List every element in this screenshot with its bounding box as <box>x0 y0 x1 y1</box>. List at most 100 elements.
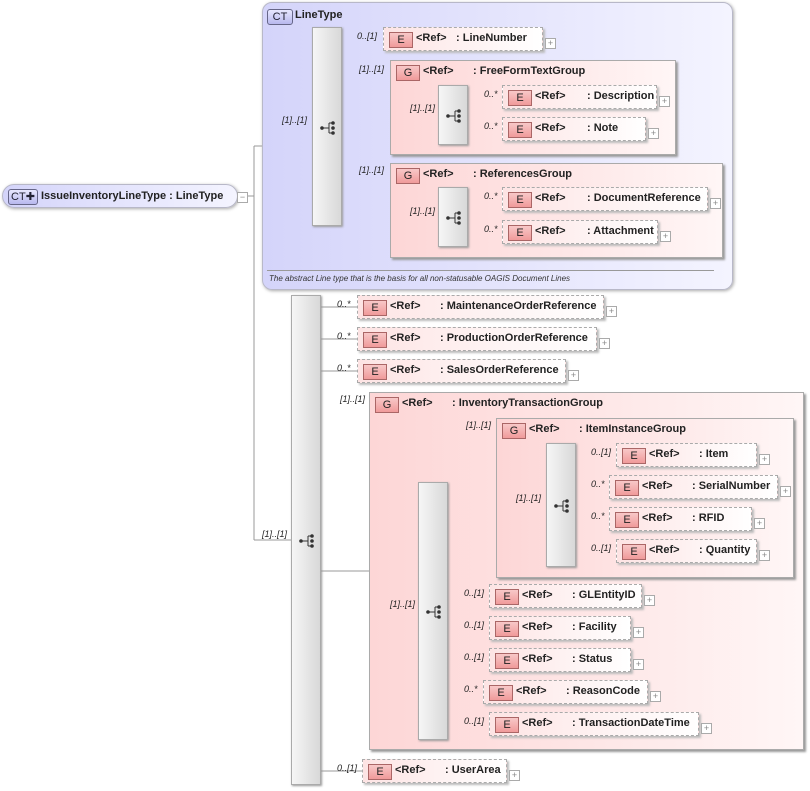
sequence-compositor[interactable] <box>418 482 448 740</box>
element-rfid[interactable]: E <Ref> : RFID <box>609 507 752 531</box>
cardinality-label: [1]..[1] <box>262 529 288 539</box>
element-badge: E <box>615 512 639 528</box>
element-badge: E <box>615 480 639 496</box>
element-badge: E <box>508 122 532 138</box>
sequence-icon <box>554 499 569 513</box>
element-badge: E <box>508 90 532 106</box>
element-name: : Description <box>587 90 655 102</box>
expand-icon[interactable]: + <box>754 518 765 529</box>
ref-label: <Ref> <box>642 512 673 524</box>
cardinality-label: 0..[1] <box>464 716 485 726</box>
element-name: : ProductionOrderReference <box>440 332 588 344</box>
expand-icon[interactable]: + <box>650 691 661 702</box>
ref-label: <Ref> <box>535 192 566 204</box>
element-productionorderreference[interactable]: E <Ref>: ProductionOrderReference <box>357 327 597 351</box>
collapse-toggle-icon[interactable]: − <box>237 192 248 203</box>
element-name: : Quantity <box>699 544 751 556</box>
sequence-compositor[interactable] <box>546 443 576 567</box>
element-facility[interactable]: E <Ref>: Facility <box>489 616 631 640</box>
element-name: : TransactionDateTime <box>572 717 690 729</box>
ref-label: <Ref> <box>522 717 553 729</box>
element-badge: E <box>389 32 413 48</box>
expand-icon[interactable]: + <box>759 550 770 561</box>
cardinality-label: 0..* <box>591 511 605 521</box>
expand-icon[interactable]: + <box>509 770 520 781</box>
ref-label: <Ref> <box>516 685 547 697</box>
element-name: : Facility <box>572 621 617 633</box>
expand-icon[interactable]: + <box>648 128 659 139</box>
sequence-compositor[interactable] <box>312 27 342 226</box>
expand-icon[interactable]: + <box>780 486 791 497</box>
sequence-compositor[interactable] <box>438 187 468 247</box>
element-name: : LineNumber <box>456 32 527 44</box>
cardinality-label: [1]..[1] <box>282 115 308 125</box>
element-name: : ReasonCode <box>566 685 640 697</box>
cardinality-label: [1]..[1] <box>340 394 366 404</box>
ref-label: <Ref> <box>423 65 454 77</box>
ref-label: <Ref> <box>535 225 566 237</box>
expand-icon[interactable]: + <box>599 338 610 349</box>
element-status[interactable]: E <Ref>: Status <box>489 648 631 672</box>
expand-icon[interactable]: + <box>644 595 655 606</box>
element-name: : SalesOrderReference <box>440 364 559 376</box>
element-name: : Item <box>699 448 729 460</box>
group-name: : ReferencesGroup <box>473 168 573 180</box>
element-maintenanceorderreference[interactable]: E <Ref>: MaintenanceOrderReference <box>357 295 604 319</box>
expand-icon[interactable]: + <box>659 96 670 107</box>
sequence-icon <box>320 120 335 135</box>
element-glentityid[interactable]: E <Ref>: GLEntityID <box>489 584 642 608</box>
group-name: : ItemInstanceGroup <box>579 423 686 435</box>
element-reasoncode[interactable]: E <Ref>: ReasonCode <box>483 680 648 704</box>
expand-icon[interactable]: + <box>568 370 579 381</box>
element-badge: E <box>363 364 387 380</box>
cardinality-label: [1]..[1] <box>359 64 385 74</box>
cardinality-label: 0..* <box>337 363 351 373</box>
element-item[interactable]: E <Ref>: Item <box>616 443 757 467</box>
sequence-compositor[interactable] <box>438 85 468 145</box>
linetype-description: The abstract Line type that is the basis… <box>269 274 571 283</box>
element-description[interactable]: E <Ref>: Description <box>502 85 657 109</box>
expand-icon[interactable]: + <box>633 659 644 670</box>
element-userarea[interactable]: E <Ref>: UserArea <box>362 759 507 783</box>
expand-icon[interactable]: + <box>633 627 644 638</box>
element-name: : MaintenanceOrderReference <box>440 300 597 312</box>
complex-type-badge: CT <box>267 9 293 25</box>
group-badge: G <box>502 423 526 439</box>
ref-label: <Ref> <box>402 397 433 409</box>
element-badge: E <box>622 544 646 560</box>
ref-label: <Ref> <box>522 621 553 633</box>
expand-icon[interactable]: + <box>759 454 770 465</box>
element-quantity[interactable]: E <Ref>: Quantity <box>616 539 757 563</box>
expand-icon[interactable]: + <box>660 231 671 242</box>
element-name: : DocumentReference <box>587 192 701 204</box>
element-transactiondatetime[interactable]: E <Ref>: TransactionDateTime <box>489 712 699 736</box>
group-badge: G <box>396 168 420 184</box>
cardinality-label: [1]..[1] <box>390 599 416 609</box>
expand-icon[interactable]: + <box>606 306 617 317</box>
element-badge: E <box>363 300 387 316</box>
element-salesorderreference[interactable]: E <Ref> : SalesOrderReference <box>357 359 566 383</box>
sequence-icon <box>446 109 461 123</box>
cardinality-label: 0..[1] <box>591 447 612 457</box>
element-note[interactable]: E <Ref>: Note <box>502 117 646 141</box>
element-attachment[interactable]: E <Ref>: Attachment <box>502 220 658 244</box>
element-badge: E <box>508 192 532 208</box>
element-linenumber[interactable]: E <Ref>: LineNumber <box>383 27 543 51</box>
ref-label: <Ref> <box>390 364 421 376</box>
root-complex-type[interactable]: CT✚ IssueInventoryLineType : LineType <box>2 184 238 208</box>
element-serialnumber[interactable]: E <Ref>: SerialNumber <box>609 475 778 499</box>
element-documentreference[interactable]: E <Ref> : DocumentReference <box>502 187 708 211</box>
ref-label: <Ref> <box>649 448 680 460</box>
element-name: : UserArea <box>445 764 501 776</box>
root-name: IssueInventoryLineType <box>41 190 167 202</box>
expand-icon[interactable]: + <box>701 723 712 734</box>
element-badge: E <box>495 653 519 669</box>
expand-icon[interactable]: + <box>545 38 556 49</box>
sequence-compositor[interactable] <box>291 295 321 785</box>
ref-label: <Ref> <box>642 480 673 492</box>
group-name: : InventoryTransactionGroup <box>452 397 603 409</box>
ref-label: <Ref> <box>535 122 566 134</box>
expand-icon[interactable]: + <box>710 198 721 209</box>
element-name: : RFID <box>692 512 725 524</box>
linetype-title: LineType <box>295 9 343 21</box>
